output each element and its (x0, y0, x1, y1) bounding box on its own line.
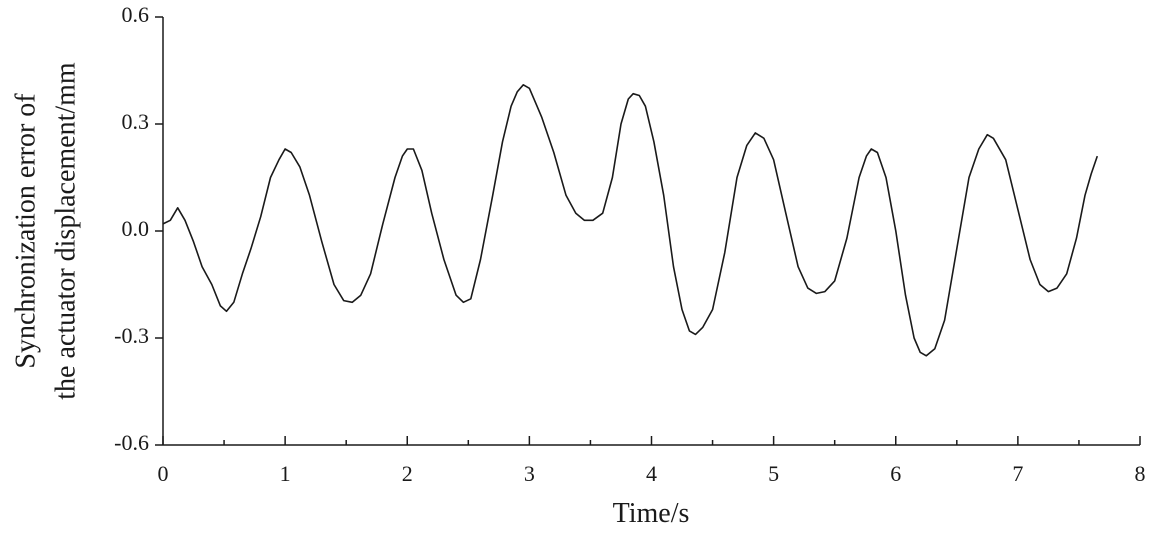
x-tick-label: 6 (890, 461, 901, 486)
y-tick-label: 0.3 (122, 109, 150, 134)
y-axis-label: Synchronization error of (10, 93, 41, 369)
x-tick-label: 5 (768, 461, 779, 486)
y-tick-label: 0.0 (122, 216, 150, 241)
data-line (162, 84, 1099, 357)
x-tick-label: 4 (646, 461, 657, 486)
y-axis-label: the actuator displacement/mm (50, 62, 81, 400)
x-tick-label: 1 (280, 461, 291, 486)
y-tick-label: -0.6 (114, 430, 149, 455)
x-axis-label: Time/s (613, 498, 690, 529)
x-tick-label: 3 (524, 461, 535, 486)
x-tick-label: 2 (402, 461, 413, 486)
x-tick-label: 0 (158, 461, 169, 486)
y-tick-label: 0.6 (122, 2, 150, 27)
y-tick-label: -0.3 (114, 323, 149, 348)
x-tick-label: 8 (1135, 461, 1146, 486)
x-tick-label: 7 (1012, 461, 1023, 486)
